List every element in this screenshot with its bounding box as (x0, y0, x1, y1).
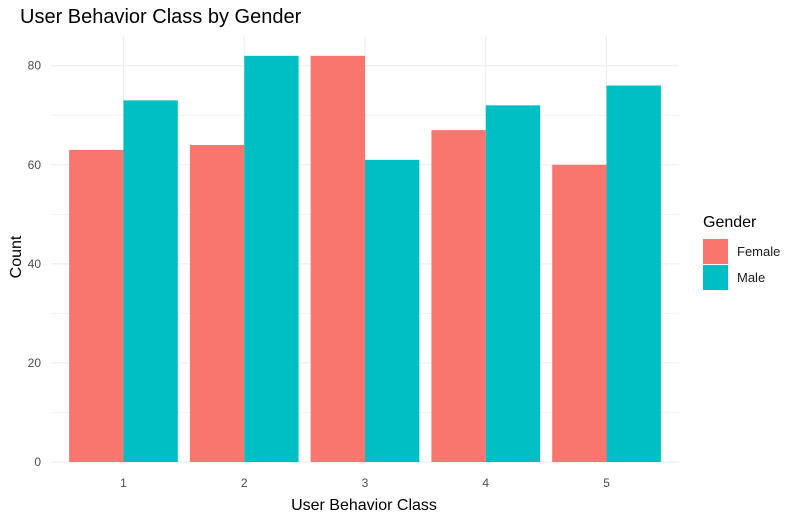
bars (69, 55, 661, 462)
x-tick-label: 2 (241, 476, 248, 490)
y-tick-label: 60 (28, 158, 42, 172)
y-tick-label: 0 (34, 455, 41, 469)
bar-male-3 (365, 159, 420, 462)
legend-label: Female (737, 243, 781, 259)
x-tick-labels: 1 2 3 4 5 (120, 476, 610, 490)
bar-male-1 (123, 100, 178, 462)
x-tick-label: 1 (120, 476, 127, 490)
y-axis-label: Count (8, 235, 25, 278)
y-tick-label: 20 (28, 356, 42, 370)
legend-title: Gender (703, 214, 757, 231)
x-tick-label: 3 (362, 476, 369, 490)
legend-items: Female Male (703, 238, 780, 290)
y-tick-label: 40 (28, 257, 42, 271)
y-tick-label: 80 (28, 59, 42, 73)
bar-female-1 (69, 149, 124, 462)
bar-female-3 (310, 55, 365, 462)
x-tick-label: 4 (482, 476, 489, 490)
y-tick-labels: 0 20 40 60 80 (28, 59, 42, 469)
bar-female-2 (189, 144, 245, 462)
legend-item-male: Male (703, 264, 780, 290)
bar-male-2 (244, 55, 299, 462)
x-tick-label: 5 (603, 476, 610, 490)
legend-label: Male (737, 269, 766, 285)
legend-swatch-female (703, 238, 728, 264)
legend-swatch-male (703, 264, 728, 290)
bar-female-4 (431, 130, 486, 462)
legend: Gender Female Male (703, 214, 780, 290)
bar-male-5 (606, 85, 661, 462)
legend-item-female: Female (703, 238, 780, 264)
x-axis-label: User Behavior Class (291, 497, 437, 514)
bar-male-4 (485, 105, 541, 462)
chart-title: User Behavior Class by Gender (20, 6, 302, 28)
bar-female-5 (552, 164, 607, 462)
